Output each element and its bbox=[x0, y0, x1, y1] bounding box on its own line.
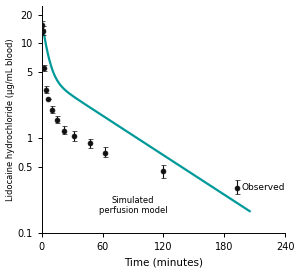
Text: Observed: Observed bbox=[242, 183, 285, 192]
Y-axis label: Lidocaine hydrochloride (μg/mL blood): Lidocaine hydrochloride (μg/mL blood) bbox=[6, 38, 15, 201]
Text: Simulated
perfusion model: Simulated perfusion model bbox=[99, 196, 167, 215]
X-axis label: Time (minutes): Time (minutes) bbox=[124, 257, 203, 268]
